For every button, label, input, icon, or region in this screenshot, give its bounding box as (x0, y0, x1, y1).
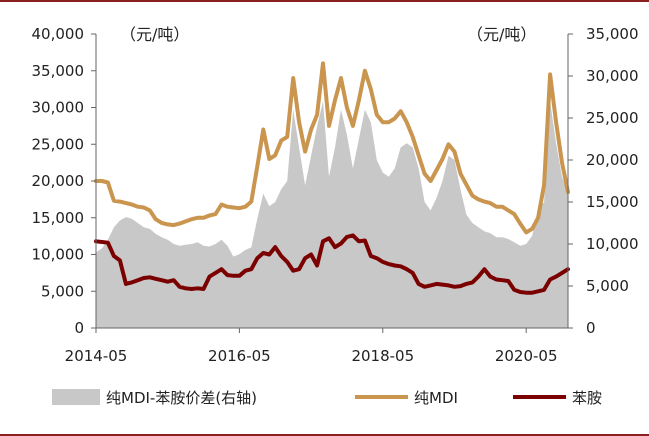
x-tick-label: 2014-05 (65, 347, 128, 365)
right-y-tick-label: 25,000 (586, 109, 639, 127)
right-y-tick-label: 35,000 (586, 25, 639, 43)
plot-area (94, 61, 570, 328)
left-y-tick-label: 35,000 (32, 62, 85, 80)
left-y-tick-label: 0 (74, 319, 84, 337)
legend: 纯MDI-苯胺价差(右轴) 纯MDI 苯胺 (52, 389, 602, 407)
left-y-tick-label: 20,000 (32, 172, 85, 190)
right-unit-label: （元/吨） (467, 25, 536, 44)
legend-label-spread: 纯MDI-苯胺价差(右轴) (106, 389, 257, 407)
left-y-tick-label: 5,000 (41, 282, 84, 300)
series-line-pure-mdi (94, 61, 570, 235)
left-unit-label: （元/吨） (120, 25, 189, 44)
right-y-tick-label: 5,000 (586, 277, 629, 295)
left-y-tick-label: 40,000 (32, 25, 85, 43)
right-y-tick-label: 0 (586, 319, 596, 337)
series-line-aniline (94, 233, 570, 295)
x-tick-label: 2020-05 (495, 347, 558, 365)
left-y-tick-label: 15,000 (32, 209, 85, 227)
legend-label-aniline: 苯胺 (572, 389, 602, 407)
series-area-spread (96, 101, 568, 328)
right-y-tick-label: 10,000 (586, 235, 639, 253)
right-y-tick-label: 30,000 (586, 67, 639, 85)
x-tick-label: 2016-05 (208, 347, 271, 365)
right-y-tick-label: 20,000 (586, 151, 639, 169)
left-y-tick-label: 30,000 (32, 99, 85, 117)
left-y-tick-label: 10,000 (32, 246, 85, 264)
x-tick-label: 2018-05 (351, 347, 414, 365)
legend-swatch-spread (52, 389, 100, 405)
legend-label-pure-mdi: 纯MDI (414, 389, 458, 407)
left-y-tick-label: 25,000 (32, 135, 85, 153)
right-y-tick-label: 15,000 (586, 193, 639, 211)
axes: 0 5,000 10,000 15,000 20,000 25,000 30,000 35,0… (32, 25, 639, 365)
